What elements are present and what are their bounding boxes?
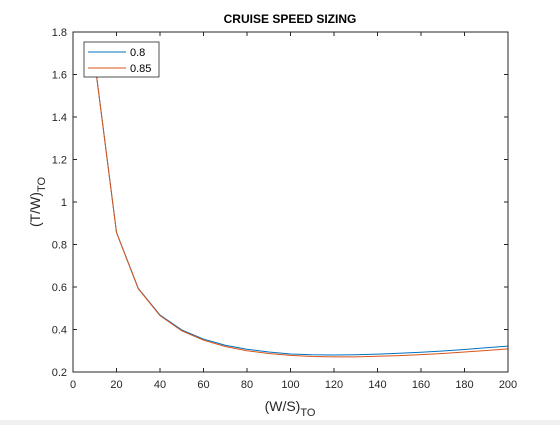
- legend-label-1: 0.85: [130, 63, 151, 75]
- x-tick-label: 0: [70, 379, 76, 391]
- x-tick-label: 200: [499, 379, 517, 391]
- axes-background: [73, 32, 508, 372]
- y-tick-label: 0.2: [52, 367, 67, 379]
- x-tick-label: 140: [368, 379, 386, 391]
- x-axis-label-subscript: TO: [300, 407, 316, 419]
- x-axis-label-main: (W/S): [265, 398, 301, 414]
- x-axis-label: (W/S)TO: [265, 398, 316, 419]
- x-tick-label: 60: [197, 379, 209, 391]
- y-tick-label: 1.2: [52, 155, 67, 167]
- y-axis-ticks: 0.2 0.4 0.6 0.8 1 1.2 1.4 1.6 1.8: [52, 27, 508, 379]
- y-tick-label: 0.8: [52, 240, 67, 252]
- y-tick-label: 1.8: [52, 27, 67, 39]
- x-tick-label: 20: [110, 379, 122, 391]
- y-tick-label: 1.4: [52, 112, 67, 124]
- y-axis-label-main: (T/W): [27, 192, 43, 227]
- legend-label-0: 0.8: [130, 47, 145, 59]
- x-tick-label: 80: [241, 379, 253, 391]
- series-line-1: [94, 61, 508, 358]
- legend-box: [83, 41, 160, 78]
- y-tick-label: 1.6: [52, 70, 67, 82]
- x-axis-ticks: 0 20 40 60 80 100 120 140 160 180 200: [70, 32, 517, 391]
- y-tick-label: 0.6: [52, 282, 67, 294]
- x-tick-label: 40: [154, 379, 166, 391]
- x-tick-label: 120: [325, 379, 343, 391]
- x-tick-label: 180: [455, 379, 473, 391]
- chart-title: CRUISE SPEED SIZING: [224, 12, 357, 26]
- plot-lines: [94, 61, 508, 358]
- legend: 0.8 0.85: [83, 41, 160, 78]
- y-tick-label: 1: [61, 197, 67, 209]
- y-axis-label-subscript: TO: [36, 177, 48, 193]
- x-tick-label: 100: [281, 379, 299, 391]
- y-tick-label: 0.4: [52, 325, 67, 337]
- y-axis-label: (T/W)TO: [27, 177, 48, 228]
- series-line-0: [94, 61, 508, 356]
- x-tick-label: 160: [412, 379, 430, 391]
